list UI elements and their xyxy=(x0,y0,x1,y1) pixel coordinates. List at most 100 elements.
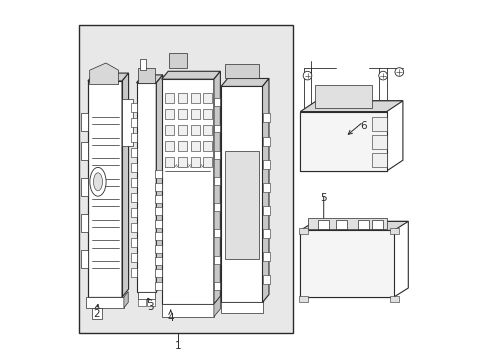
Polygon shape xyxy=(155,257,162,265)
Polygon shape xyxy=(156,75,163,292)
Polygon shape xyxy=(300,112,386,171)
Polygon shape xyxy=(140,59,145,70)
Text: 3: 3 xyxy=(147,302,154,312)
Text: 6: 6 xyxy=(359,121,366,131)
Polygon shape xyxy=(389,228,399,234)
Polygon shape xyxy=(213,296,220,317)
Polygon shape xyxy=(213,177,220,185)
Polygon shape xyxy=(165,125,174,135)
Polygon shape xyxy=(178,93,186,103)
Polygon shape xyxy=(131,223,136,232)
Polygon shape xyxy=(213,203,220,211)
Polygon shape xyxy=(298,296,307,302)
Ellipse shape xyxy=(90,167,106,196)
Polygon shape xyxy=(336,220,346,229)
Polygon shape xyxy=(300,230,393,297)
Polygon shape xyxy=(371,135,386,149)
Polygon shape xyxy=(213,151,220,159)
Polygon shape xyxy=(155,232,162,240)
Polygon shape xyxy=(300,221,407,230)
Polygon shape xyxy=(138,68,154,83)
Polygon shape xyxy=(131,193,136,202)
Polygon shape xyxy=(221,78,268,86)
Polygon shape xyxy=(203,141,212,151)
Polygon shape xyxy=(131,178,136,187)
Polygon shape xyxy=(224,151,258,259)
Polygon shape xyxy=(81,250,88,268)
Text: 2: 2 xyxy=(93,309,100,319)
Polygon shape xyxy=(131,133,136,142)
Polygon shape xyxy=(262,252,269,261)
Polygon shape xyxy=(122,99,133,146)
Polygon shape xyxy=(123,292,128,308)
Polygon shape xyxy=(168,53,186,68)
Polygon shape xyxy=(203,109,212,119)
Polygon shape xyxy=(81,113,88,131)
Polygon shape xyxy=(147,299,154,306)
Polygon shape xyxy=(131,253,136,262)
Polygon shape xyxy=(178,109,186,119)
Polygon shape xyxy=(165,157,174,167)
Polygon shape xyxy=(221,302,262,313)
Polygon shape xyxy=(318,220,328,229)
Polygon shape xyxy=(224,64,258,78)
Polygon shape xyxy=(88,73,128,81)
Polygon shape xyxy=(88,81,122,297)
Polygon shape xyxy=(81,142,88,160)
Polygon shape xyxy=(371,153,386,167)
Polygon shape xyxy=(131,238,136,247)
Polygon shape xyxy=(389,296,399,302)
Polygon shape xyxy=(262,113,269,122)
Polygon shape xyxy=(190,141,199,151)
Polygon shape xyxy=(307,218,386,229)
Polygon shape xyxy=(162,71,220,79)
Polygon shape xyxy=(178,125,186,135)
Polygon shape xyxy=(213,71,220,304)
Polygon shape xyxy=(213,125,220,132)
Polygon shape xyxy=(213,282,220,290)
Text: 1: 1 xyxy=(174,341,181,351)
Polygon shape xyxy=(131,208,136,217)
Polygon shape xyxy=(81,178,88,196)
Polygon shape xyxy=(316,101,402,171)
Polygon shape xyxy=(131,163,136,172)
Polygon shape xyxy=(155,195,162,203)
Polygon shape xyxy=(203,93,212,103)
Polygon shape xyxy=(213,256,220,264)
Polygon shape xyxy=(155,170,162,178)
Polygon shape xyxy=(314,85,371,108)
Circle shape xyxy=(303,71,311,80)
Polygon shape xyxy=(213,229,220,237)
Polygon shape xyxy=(371,117,386,131)
Polygon shape xyxy=(155,282,162,290)
Polygon shape xyxy=(190,93,199,103)
Polygon shape xyxy=(262,183,269,192)
Ellipse shape xyxy=(93,173,102,191)
Polygon shape xyxy=(190,109,199,119)
Polygon shape xyxy=(89,63,118,85)
Polygon shape xyxy=(262,229,269,238)
Polygon shape xyxy=(203,157,212,167)
Polygon shape xyxy=(221,86,262,302)
Polygon shape xyxy=(371,220,382,229)
Polygon shape xyxy=(178,157,186,167)
Polygon shape xyxy=(165,109,174,119)
Polygon shape xyxy=(86,297,123,308)
Circle shape xyxy=(394,68,403,76)
Polygon shape xyxy=(131,118,136,127)
Polygon shape xyxy=(155,270,162,278)
Polygon shape xyxy=(155,207,162,215)
Polygon shape xyxy=(262,275,269,284)
Polygon shape xyxy=(262,136,269,145)
Polygon shape xyxy=(298,228,307,234)
Circle shape xyxy=(378,71,386,80)
Polygon shape xyxy=(213,98,220,106)
Polygon shape xyxy=(131,268,136,277)
Polygon shape xyxy=(131,148,136,157)
Polygon shape xyxy=(178,141,186,151)
Polygon shape xyxy=(122,73,128,297)
Polygon shape xyxy=(155,220,162,228)
Polygon shape xyxy=(136,75,163,83)
Polygon shape xyxy=(357,220,368,229)
Polygon shape xyxy=(81,214,88,232)
